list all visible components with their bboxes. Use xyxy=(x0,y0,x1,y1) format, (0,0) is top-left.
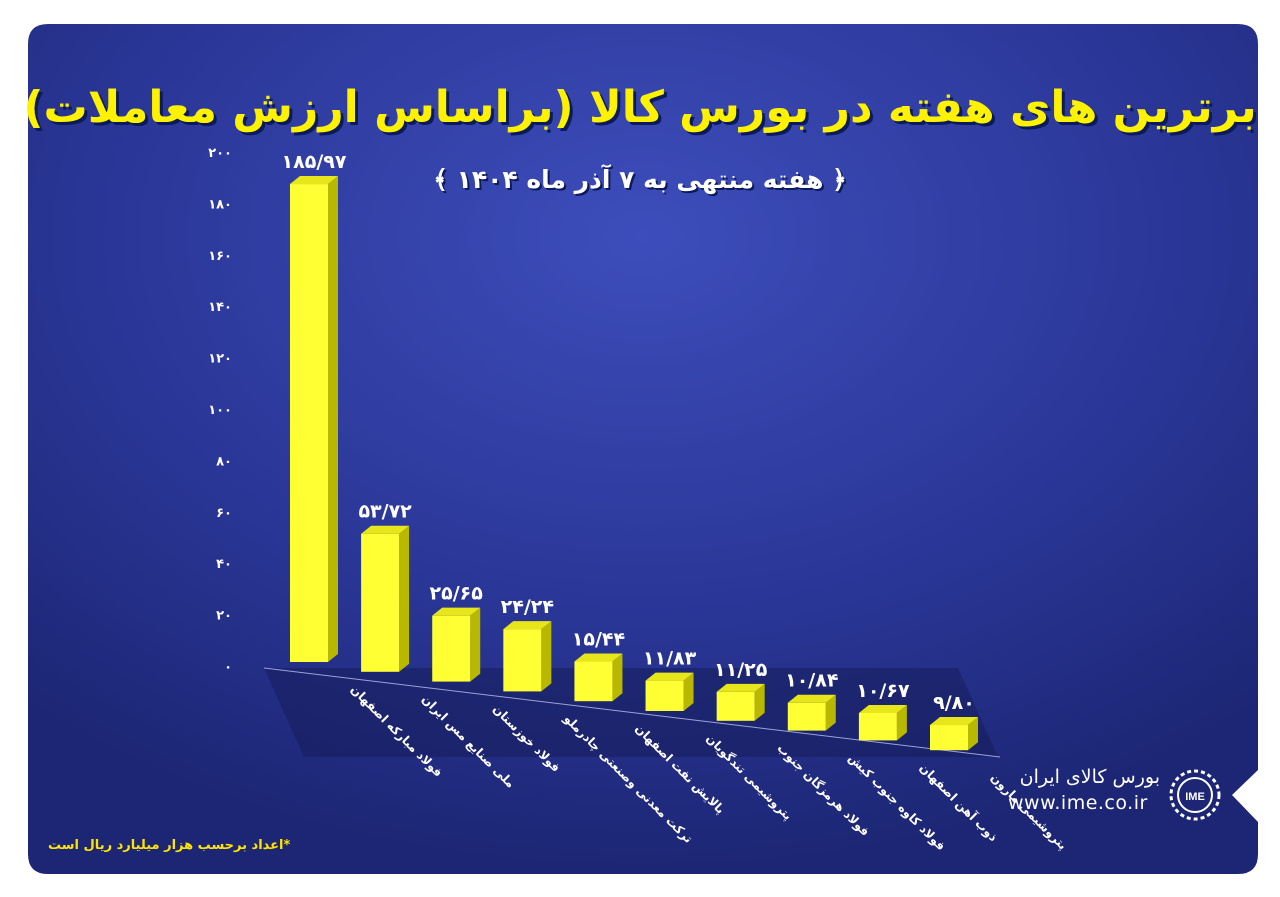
ime-logo: IME xyxy=(1169,769,1221,821)
chart-title: برترین های هفته در بورس کالا (براساس ارز… xyxy=(23,82,1257,133)
bar xyxy=(574,653,623,702)
bar-value-label: ۱۵/۴۴ xyxy=(572,629,625,651)
bar-side xyxy=(683,672,694,711)
bar-value-label: ۹/۸۰ xyxy=(933,692,975,714)
bar-front xyxy=(574,661,613,702)
bar-top xyxy=(432,607,481,616)
y-tick-label: ۲۰ xyxy=(216,609,232,624)
bar-top xyxy=(716,683,765,692)
bar-top xyxy=(930,717,978,726)
y-tick-label: ۴۰ xyxy=(216,557,232,572)
bar-top xyxy=(503,621,552,630)
bar-top xyxy=(361,525,410,534)
bar xyxy=(858,704,907,741)
bar-value-label: ۱۱/۲۵ xyxy=(714,659,768,681)
bar-top xyxy=(787,694,836,703)
bar-front xyxy=(858,712,897,741)
bar-value-label: ۵۳/۷۲ xyxy=(358,501,412,523)
bar xyxy=(361,525,410,672)
brand-name: بورس کالای ایران xyxy=(1019,766,1160,788)
bar xyxy=(645,672,694,711)
bar-front xyxy=(930,725,968,751)
y-tick-label: ۱۶۰ xyxy=(208,249,232,264)
y-tick-label: ۱۲۰ xyxy=(208,352,232,367)
bar-side xyxy=(968,717,978,751)
bar-side xyxy=(470,607,481,682)
y-tick-label: ۲۰۰ xyxy=(208,146,232,161)
bar-front xyxy=(361,533,400,672)
bar xyxy=(503,621,552,692)
bar-front xyxy=(432,615,471,682)
brand-url[interactable]: www.ime.co.ir xyxy=(1008,792,1148,814)
bar-top xyxy=(858,704,907,713)
bar-front xyxy=(290,184,328,662)
brand-block: بورس کالای ایران www.ime.co.ir xyxy=(1008,766,1160,814)
bar-front xyxy=(503,629,542,692)
bar xyxy=(930,717,978,751)
bar-top xyxy=(290,176,338,185)
bar-value-label: ۱۰/۸۴ xyxy=(785,670,838,692)
bar-side xyxy=(399,525,410,672)
ime-logo-text: IME xyxy=(1185,791,1205,803)
bar xyxy=(290,176,338,662)
chart-subtitle: ﴿ هفته منتهی به ۷ آذر ماه ۱۴۰۴ ﴾ xyxy=(433,165,847,194)
bar-front xyxy=(787,702,826,731)
y-tick-label: ۰ xyxy=(224,660,232,675)
bar-top xyxy=(574,653,623,662)
bar-front xyxy=(716,691,755,721)
bar-top xyxy=(645,672,694,681)
y-tick-label: ۶۰ xyxy=(216,506,232,521)
y-tick-label: ۸۰ xyxy=(216,454,232,469)
x-axis-line xyxy=(263,667,1001,758)
bar-value-label: ۲۴/۲۴ xyxy=(501,596,554,618)
bar-front xyxy=(645,680,684,711)
y-tick-label: ۱۸۰ xyxy=(208,197,232,212)
bar-value-label: ۲۵/۶۵ xyxy=(430,583,484,605)
bar-side xyxy=(612,653,623,702)
bar xyxy=(787,694,836,731)
bar-side xyxy=(825,694,836,731)
bar-value-label: ۱۸۵/۹۷ xyxy=(282,151,347,173)
chart-footnote: *اعداد برحسب هزار میلیارد ریال است xyxy=(48,838,291,853)
bar xyxy=(716,683,765,721)
bar-value-label: ۱۰/۶۷ xyxy=(856,680,910,702)
y-tick-label: ۱۴۰ xyxy=(208,300,232,315)
bar-side xyxy=(896,704,907,741)
bar-side xyxy=(541,621,552,692)
bar xyxy=(432,607,481,682)
y-tick-label: ۱۰۰ xyxy=(208,403,232,418)
bar-value-label: ۱۱/۸۳ xyxy=(643,648,697,670)
bar-side xyxy=(754,683,765,721)
bar-side xyxy=(328,176,338,662)
